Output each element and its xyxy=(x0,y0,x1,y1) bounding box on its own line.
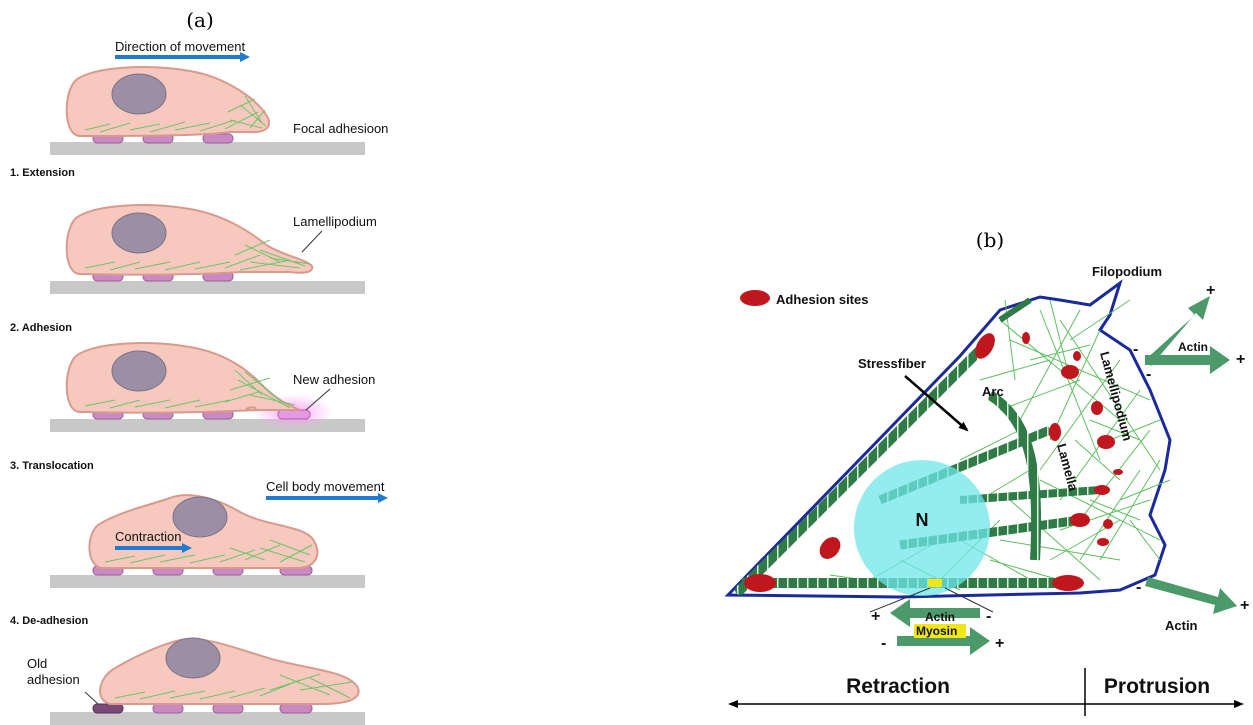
substrate xyxy=(50,575,365,588)
panel-a-label: (a) xyxy=(186,8,214,32)
new-adhesion-label: New adhesion xyxy=(293,372,375,387)
actin-label: Actin xyxy=(1165,618,1198,633)
old-adhesion-label: Old adhesion xyxy=(27,656,80,687)
actin-label: Actin xyxy=(925,610,955,624)
adhesion xyxy=(153,704,183,713)
row-de-adhesion: 4. De-adhesion Old adhesion xyxy=(10,615,365,725)
adhesion-legend-label: Adhesion sites xyxy=(776,292,868,307)
row-initial: Direction of movement Focal adhesioon xyxy=(50,39,388,155)
actin-label: Actin xyxy=(1178,340,1208,354)
plus-sign: + xyxy=(1240,597,1249,614)
row-extension: 1. Extension Lamellipodium xyxy=(10,167,377,294)
substrate xyxy=(50,142,365,155)
row-adhesion: 2. Adhesion New adhesion xyxy=(10,322,375,432)
cell-body xyxy=(67,67,269,136)
substrate xyxy=(50,712,365,725)
nucleus xyxy=(112,351,166,391)
minus-sign: - xyxy=(986,608,991,625)
step-title: 1. Extension xyxy=(10,167,75,179)
retraction-protrusion-axis: Retraction Protrusion xyxy=(730,668,1242,716)
protrusion-actin-arrows: Actin + + - - xyxy=(1133,282,1245,383)
adhesion-site xyxy=(1097,538,1109,546)
adhesion-site xyxy=(1094,485,1110,495)
panel-b-label: (b) xyxy=(976,228,1004,252)
minus-sign: - xyxy=(1133,341,1138,358)
plus-sign: + xyxy=(1236,351,1245,368)
contraction-label: Contraction xyxy=(115,529,181,544)
actin-arrow xyxy=(1145,577,1237,614)
adhesion-site-icon xyxy=(740,290,770,306)
leader-line xyxy=(85,692,98,704)
panel-b: (b) Adhesion sites N xyxy=(728,228,1249,716)
adhesion-site xyxy=(1113,469,1123,475)
adhesion-site xyxy=(1070,513,1090,527)
adhesion-site xyxy=(1091,401,1103,415)
nucleus xyxy=(166,638,220,678)
nucleus xyxy=(112,213,166,253)
plus-sign: + xyxy=(995,635,1004,652)
adhesion-site xyxy=(1097,435,1115,449)
panel-a: (a) Direction of movement Focal adhesioo… xyxy=(10,8,388,725)
filopodium-label: Filopodium xyxy=(1092,264,1162,279)
adhesion-site xyxy=(1052,575,1084,591)
adhesion-site xyxy=(1022,332,1030,344)
lamellipodium-label: Lamellipodium xyxy=(293,214,377,229)
retraction-label: Retraction xyxy=(846,675,950,698)
minus-sign: - xyxy=(1146,366,1151,383)
protrusion-label: Protrusion xyxy=(1104,675,1210,698)
new-adhesion xyxy=(278,410,310,419)
adhesion xyxy=(203,134,233,143)
arc-label: Arc xyxy=(982,384,1004,399)
substrate xyxy=(50,281,365,294)
adhesion xyxy=(280,704,312,713)
row-translocation: 3. Translocation Cell body movement Cont… xyxy=(10,460,385,588)
stressfiber-label: Stressfiber xyxy=(858,356,926,371)
adhesion-site xyxy=(1103,519,1113,529)
adhesion xyxy=(213,704,243,713)
adhesion-site xyxy=(1049,423,1061,441)
minus-sign: - xyxy=(1136,579,1141,596)
adhesion-site xyxy=(744,574,776,592)
myosin-label: Myosin xyxy=(916,624,957,638)
nucleus xyxy=(112,74,166,114)
adhesion-site xyxy=(1073,351,1081,361)
leader-line xyxy=(302,231,322,252)
direction-of-movement-label: Direction of movement xyxy=(115,39,245,54)
step-title: 2. Adhesion xyxy=(10,322,72,334)
adhesion-site xyxy=(1061,365,1079,379)
nucleus-label: N xyxy=(916,510,929,530)
step-title: 3. Translocation xyxy=(10,460,94,472)
step-title: 4. De-adhesion xyxy=(10,615,89,627)
adhesion-legend: Adhesion sites xyxy=(740,290,868,307)
cell-body xyxy=(100,639,359,704)
cell-body-movement-label: Cell body movement xyxy=(266,479,385,494)
old-adhesion xyxy=(93,704,123,713)
bottom-actin-arrow: - Actin + xyxy=(1136,577,1249,633)
myosin-spot xyxy=(928,579,942,587)
focal-adhesion-label: Focal adhesioon xyxy=(293,121,388,136)
plus-sign: + xyxy=(871,608,880,625)
plus-sign: + xyxy=(1206,282,1215,299)
minus-sign: - xyxy=(881,635,886,652)
